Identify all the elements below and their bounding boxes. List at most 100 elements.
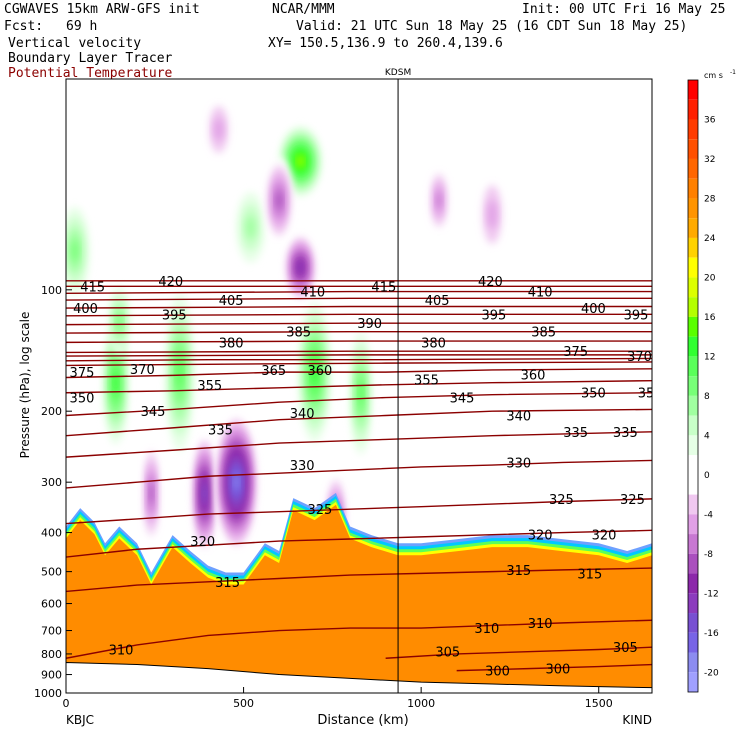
theta-label: 370: [130, 363, 155, 378]
updraft-region: [176, 356, 183, 388]
colorbar-band: [688, 494, 698, 515]
theta-label: 365: [261, 364, 286, 379]
y-tick-label: 500: [41, 566, 62, 579]
colorbar-band: [688, 652, 698, 673]
theta-contour-355: [66, 368, 652, 379]
y-tick-label: 300: [41, 476, 62, 489]
theta-contour-300: [456, 663, 652, 672]
theta-label: 305: [435, 646, 460, 661]
theta-label: 325: [308, 503, 333, 518]
colorbar-unit-exponent: -1: [730, 69, 736, 76]
theta-label: 360: [521, 368, 546, 383]
theta-contour-320: [66, 529, 652, 558]
boundary-layer-tracer-field: [66, 492, 652, 693]
theta-label: 400: [73, 302, 98, 317]
colorbar-band: [688, 178, 698, 199]
colorbar-band: [688, 593, 698, 614]
theta-label: 355: [197, 379, 222, 394]
colorbar: 36 32 28 24 20 16 12 8 4 0 -4 -8 -12 -16 -20 cm s -1: [687, 69, 736, 693]
theta-label: 345: [141, 405, 166, 420]
forecast-hour: 69 h: [66, 19, 98, 34]
colorbar-label: -16: [704, 629, 719, 639]
downdraft-region: [276, 191, 282, 210]
theta-label: 330: [506, 456, 531, 471]
y-tick-label: 600: [41, 598, 62, 611]
colorbar-band: [688, 474, 698, 495]
theta-label: 320: [528, 529, 553, 544]
x-left-endpoint: KBJC: [66, 713, 94, 727]
theta-label: 380: [219, 336, 244, 351]
colorbar-label: -20: [704, 668, 719, 678]
theta-label: 335: [208, 423, 233, 438]
theta-label: 415: [80, 280, 105, 295]
cross-section-endpoints: XY= 150.5,136.9 to 260.4,139.6: [268, 36, 503, 51]
theta-label: 350: [638, 387, 663, 402]
y-tick-label: 1000: [34, 687, 62, 700]
x-tick-label: 0: [63, 697, 70, 710]
downdraft-region: [213, 117, 224, 142]
colorbar-label: 32: [704, 155, 715, 165]
x-tick-label: 1000: [407, 697, 435, 710]
theta-contour-405: [66, 297, 652, 301]
theta-contour-360: [66, 361, 652, 367]
theta-label: 395: [624, 308, 649, 323]
init-time: Init: 00 UTC Fri 16 May 25: [522, 2, 726, 17]
theta-contour-375: [66, 350, 652, 354]
theta-label: 420: [478, 275, 503, 290]
field-vertical-velocity: Vertical velocity: [8, 36, 142, 51]
colorbar-band: [688, 237, 698, 258]
theta-label: 390: [357, 317, 382, 332]
colorbar-band: [688, 632, 698, 653]
theta-label: 315: [577, 567, 602, 582]
theta-contour-305: [385, 646, 652, 659]
downdraft-region: [298, 262, 303, 273]
theta-label: 300: [545, 663, 570, 678]
theta-label: 345: [450, 392, 475, 407]
model-title: CGWAVES 15km ARW-GFS init: [4, 2, 200, 17]
theta-label: 320: [190, 535, 215, 550]
boundary-layer-tracer: [66, 504, 652, 693]
theta-contour-325: [66, 498, 652, 525]
theta-contour-340: [66, 408, 652, 437]
theta-label: 335: [613, 426, 638, 441]
colorbar-band: [688, 139, 698, 159]
downdraft-region: [202, 485, 207, 502]
y-tick-label: 800: [41, 648, 62, 661]
theta-label: 375: [70, 366, 95, 381]
org-label: NCAR/MMM: [272, 2, 335, 17]
theta-contour-370: [66, 354, 652, 357]
colorbar-band: [688, 316, 698, 337]
theta-contour-385: [66, 330, 652, 334]
colorbar-label: 16: [704, 313, 716, 323]
colorbar-band: [688, 573, 698, 594]
theta-contour-390: [66, 322, 652, 326]
colorbar-band: [688, 336, 698, 357]
terrain: [66, 661, 652, 693]
forecast-label: Fcst:: [4, 19, 44, 34]
colorbar-band: [688, 553, 698, 574]
theta-label: 420: [158, 275, 183, 290]
theta-contour-365: [66, 357, 652, 362]
downdraft-region: [149, 482, 154, 504]
theta-label: 405: [425, 294, 450, 309]
theta-contour-395: [66, 313, 652, 317]
colorbar-band: [688, 119, 698, 140]
colorbar-band: [688, 257, 698, 278]
theta-contour-310: [66, 619, 652, 659]
colorbar-band: [688, 613, 698, 633]
theta-label: 325: [549, 493, 574, 508]
colorbar-band: [688, 435, 698, 456]
updraft-region: [297, 156, 304, 166]
colorbar-band: [688, 395, 698, 416]
potential-temperature-contours: [66, 280, 652, 672]
theta-label: 400: [581, 302, 606, 317]
potential-temperature-labels: 415 420 410 415 420 410 400 395 405 385 390 405 395 3…: [70, 275, 663, 680]
colorbar-band: [688, 534, 698, 554]
theta-label: 395: [482, 308, 507, 323]
updraft-region: [245, 215, 256, 240]
theta-label: 340: [290, 407, 315, 422]
x-tick-label: 500: [233, 697, 254, 710]
station-marker-label: KDSM: [385, 68, 411, 78]
theta-label: 410: [528, 286, 553, 301]
theta-contour-410: [66, 290, 652, 294]
